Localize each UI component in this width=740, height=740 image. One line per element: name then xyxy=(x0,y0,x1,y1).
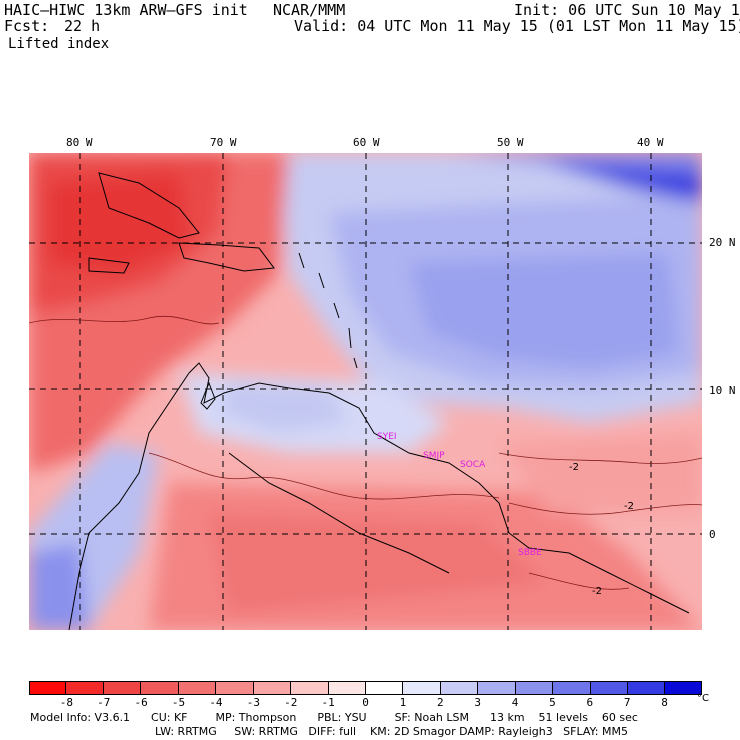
colorbar-segment xyxy=(141,681,179,695)
colorbar-tick-label: -1 xyxy=(321,696,335,709)
init-time: Init: 06 UTC Sun 10 May 15 xyxy=(514,1,740,19)
field-blobs xyxy=(29,153,702,630)
colorbar-segment xyxy=(291,681,329,695)
contour-label: -2 xyxy=(569,462,579,473)
colorbar-tick-label: 6 xyxy=(586,696,594,709)
colorbar-tick-label: -8 xyxy=(59,696,73,709)
model-info-line1: Model Info: V3.6.1 CU: KF MP: Thompson P… xyxy=(30,711,638,724)
colorbar xyxy=(29,681,702,695)
colorbar-segment xyxy=(515,681,554,695)
coastlines xyxy=(68,172,690,630)
fcst-value: 22 h xyxy=(64,17,101,35)
colorbar-segment xyxy=(216,681,254,695)
station-syei: SYEI xyxy=(377,432,397,442)
colorbar-segment xyxy=(178,681,217,695)
colorbar-segment xyxy=(328,681,366,695)
colorbar-tick-label: 4 xyxy=(511,696,519,709)
lon-label-70w: 70 W xyxy=(210,136,237,149)
colorbar-tick-label: -3 xyxy=(246,696,260,709)
colorbar-segment xyxy=(665,681,702,695)
lat-label-0: 0 xyxy=(709,528,716,541)
colorbar-tick-label: 0 xyxy=(362,696,369,709)
lon-label-40w: 40 W xyxy=(637,136,664,149)
colorbar-tick-label: -2 xyxy=(284,696,298,709)
grid-lines xyxy=(29,153,702,630)
colorbar-tick-label: -7 xyxy=(97,696,111,709)
colorbar-tick-label: 5 xyxy=(549,696,556,709)
station-soca: SOCA xyxy=(460,460,486,470)
colorbar-segment xyxy=(440,681,479,695)
lat-label-20n: 20 N xyxy=(709,236,736,249)
lon-label-50w: 50 W xyxy=(497,136,524,149)
colorbar-unit: °C xyxy=(697,693,709,704)
colorbar-segment xyxy=(29,681,67,695)
colorbar-tick-label: 8 xyxy=(661,696,668,709)
colorbar-segment xyxy=(66,681,104,695)
colorbar-segment xyxy=(628,681,666,695)
colorbar-segment xyxy=(365,681,404,695)
contour-label: -2 xyxy=(592,586,602,597)
colorbar-tick-label: -5 xyxy=(171,696,186,709)
colorbar-segment xyxy=(553,681,591,695)
colorbar-segment xyxy=(103,681,142,695)
colorbar-tick-label: -6 xyxy=(134,696,148,709)
lifted-index-map: -2 -2 -2 xyxy=(29,153,702,630)
lon-label-60w: 60 W xyxy=(353,136,380,149)
contours xyxy=(29,315,702,590)
colorbar-tick-label: 3 xyxy=(474,696,481,709)
field-name: Lifted index xyxy=(8,36,110,52)
model-info-line2: LW: RRTMG SW: RRTMG DIFF: full KM: 2D Sm… xyxy=(155,725,628,738)
colorbar-tick-label: 1 xyxy=(399,696,407,709)
lon-label-80w: 80 W xyxy=(66,136,93,149)
lat-label-10n: 10 N xyxy=(709,384,736,397)
station-sbbe: SBBE xyxy=(518,548,542,558)
fcst-label: Fcst: xyxy=(4,17,50,35)
model-title: HAIC–HIWC 13km ARW–GFS init xyxy=(4,1,248,19)
valid-time: Valid: 04 UTC Mon 11 May 15 (01 LST Mon … xyxy=(294,17,740,35)
colorbar-segment xyxy=(403,681,441,695)
colorbar-tick-label: -4 xyxy=(209,696,223,709)
colorbar-segment xyxy=(478,681,516,695)
station-smjp: SMJP xyxy=(423,451,445,461)
colorbar-segment xyxy=(590,681,628,695)
colorbar-tick-label: 7 xyxy=(623,696,631,709)
contour-label: -2 xyxy=(624,501,634,512)
center-name: NCAR/MMM xyxy=(273,1,346,19)
colorbar-segment xyxy=(253,681,292,695)
colorbar-tick-label: 2 xyxy=(436,696,444,709)
